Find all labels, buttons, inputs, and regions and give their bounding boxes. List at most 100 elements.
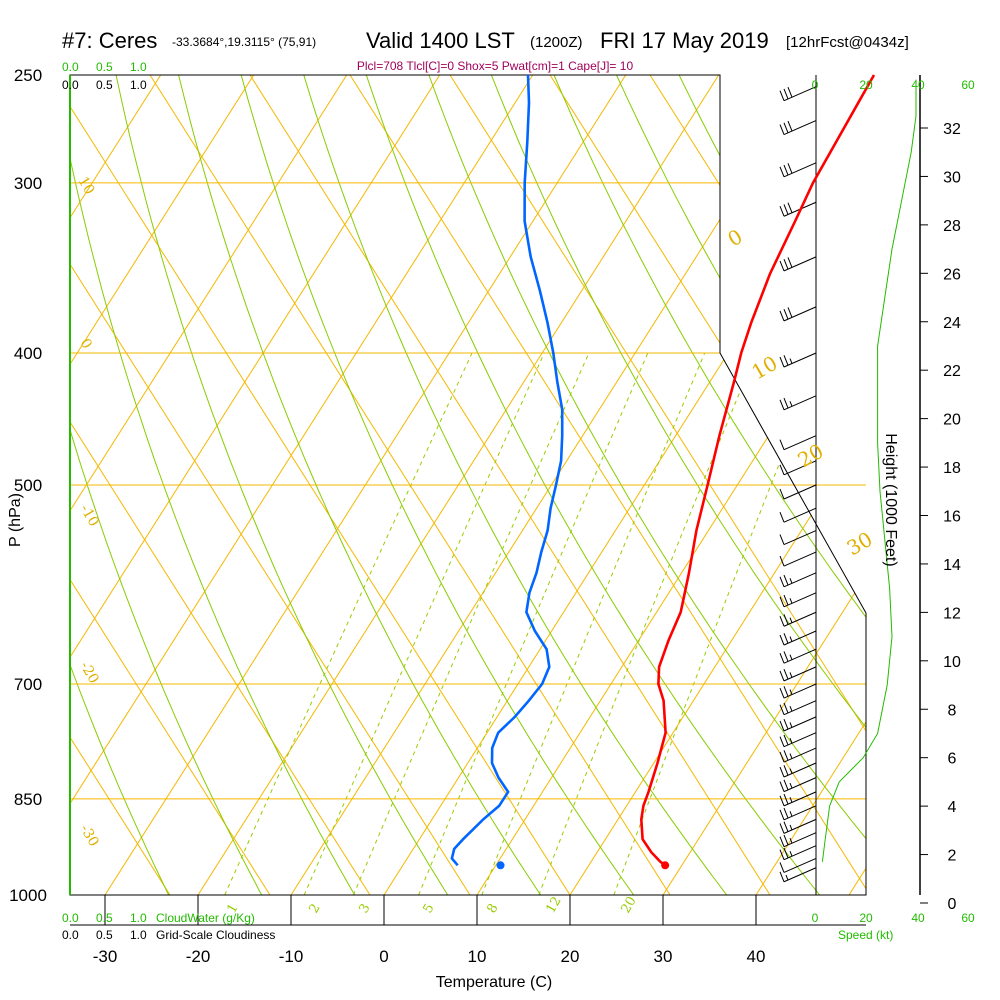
wind-barb-flag: [779, 809, 785, 820]
wind-barb-staff: [783, 120, 817, 135]
x-tick-label: 20: [561, 947, 580, 966]
wind-barb-flag: [779, 90, 785, 101]
height-tick-label: 12: [943, 605, 961, 622]
wind-barb-flag: [779, 836, 785, 847]
height-tick-label: 0: [948, 896, 957, 913]
isotherm-line: [942, 75, 1000, 895]
wind-barb-flag: [779, 124, 785, 135]
wind-barb-flag: [783, 355, 789, 366]
wind-barb: [779, 666, 817, 682]
wind-barb-flag: [783, 88, 789, 100]
wind-barb-flag: [783, 122, 789, 133]
dry-adiabat: [70, 75, 356, 895]
pressure-tick-label: 400: [14, 344, 42, 363]
cloud-scale-top-label: 0.5: [96, 60, 113, 74]
wind-barb: [779, 435, 817, 451]
wind-barb-half-flag: [789, 706, 793, 712]
isotherm-cross-line: [950, 75, 1000, 895]
height-tick-label: 8: [948, 702, 957, 719]
mixing-ratio-label: 20: [618, 894, 639, 916]
wind-barb-staff: [783, 716, 817, 732]
mixing-ratio-label: 2: [306, 901, 323, 916]
wind-barb-flag: [783, 397, 789, 409]
wind-barb-flag: [779, 206, 785, 217]
wind-barb: [779, 777, 817, 793]
wind-barb-flag: [783, 765, 789, 776]
wind-barb: [779, 201, 817, 217]
speed-label: Speed (kt): [838, 928, 893, 942]
grid-scale-top-label: 0.0: [62, 78, 79, 92]
isotherm-label: 30: [843, 527, 877, 561]
isotherm-line: [755, 75, 866, 895]
temperature-profile: [639, 74, 876, 867]
grid-scale-top-label: 1.0: [130, 78, 147, 92]
wind-barb: [779, 857, 817, 873]
wind-barb-half-flag: [789, 753, 793, 759]
cloud-speed-profile: [821, 79, 917, 862]
wind-barb-staff: [783, 551, 817, 567]
x-tick-label: -20: [186, 947, 211, 966]
valid-time: Valid 1400 LST: [366, 28, 515, 53]
isotherm-label: -10: [77, 502, 102, 530]
station-title: #7: Ceres: [62, 28, 157, 53]
speed-tick-bottom: 60: [961, 911, 975, 925]
wind-barb-flag: [783, 821, 789, 832]
cloud-water-label: CloudWater (g/Kg): [156, 911, 255, 925]
isotherm-label: -20: [77, 659, 102, 687]
wind-barb-flag: [787, 307, 793, 318]
mixing-ratio-line: [303, 352, 545, 895]
isotherm-label: 10: [75, 174, 98, 197]
wind-barb-flag: [779, 751, 785, 763]
wind-barb: [779, 507, 817, 523]
wind-barb-staff: [783, 762, 817, 778]
wind-barb-staff: [783, 666, 817, 682]
speed-tick-bottom: 20: [859, 911, 873, 925]
wind-barb-flag: [779, 634, 785, 646]
height-tick-label: 30: [943, 169, 961, 186]
height-axis-title: Height (1000 Feet): [882, 433, 899, 566]
wind-barb: [779, 395, 817, 411]
wind-barb-flag: [779, 766, 785, 778]
wind-barb-staff: [783, 683, 817, 699]
wind-barb-staff: [783, 818, 817, 834]
wind-barb-staff: [783, 732, 817, 748]
wind-barb-staff: [783, 162, 817, 178]
wind-barb-staff: [783, 352, 817, 368]
cloud-scale-bottom-label: 1.0: [130, 911, 147, 925]
mixing-ratio-label: 3: [356, 901, 373, 916]
wind-barb-half-flag: [789, 654, 793, 660]
wind-barb: [779, 306, 817, 322]
wind-barb-flag: [787, 87, 793, 98]
wind-barb-flag: [783, 614, 789, 625]
wind-barb-flag: [779, 439, 785, 450]
wind-barb-flag: [783, 847, 789, 859]
wind-barb-flag: [779, 464, 785, 476]
grid-scale-bottom-label: 0.0: [62, 928, 79, 942]
wind-barb: [779, 86, 817, 102]
wind-barb: [779, 352, 817, 368]
wind-barb: [779, 530, 817, 545]
wind-barb-half-flag: [789, 850, 793, 857]
wind-barb-half-flag: [789, 598, 793, 604]
x-tick-label: 40: [747, 947, 766, 966]
wind-barb-flag: [783, 807, 789, 819]
wind-barb-flag: [779, 512, 785, 523]
height-tick-label: 2: [948, 848, 957, 865]
wind-barb-staff: [783, 306, 817, 322]
wind-barb-staff: [783, 867, 817, 883]
wind-barb-staff: [783, 700, 817, 716]
stability-params: Plcl=708 Tlcl[C]=0 Shox=5 Pwat[cm]=1 Cap…: [357, 59, 634, 73]
wind-barb-staff: [783, 805, 817, 821]
wind-barb-flag: [779, 795, 785, 807]
wind-barb: [779, 648, 817, 664]
height-tick-label: 16: [943, 509, 961, 526]
grid-scale-top-label: 0.5: [96, 78, 113, 92]
wind-barb-flag: [779, 653, 785, 664]
wind-barb-flag: [779, 736, 785, 747]
wind-barb-flag: [779, 534, 785, 545]
wind-barb: [779, 791, 817, 807]
height-tick-label: 28: [943, 218, 961, 235]
wind-barb: [779, 805, 817, 821]
wind-barb: [779, 818, 817, 834]
